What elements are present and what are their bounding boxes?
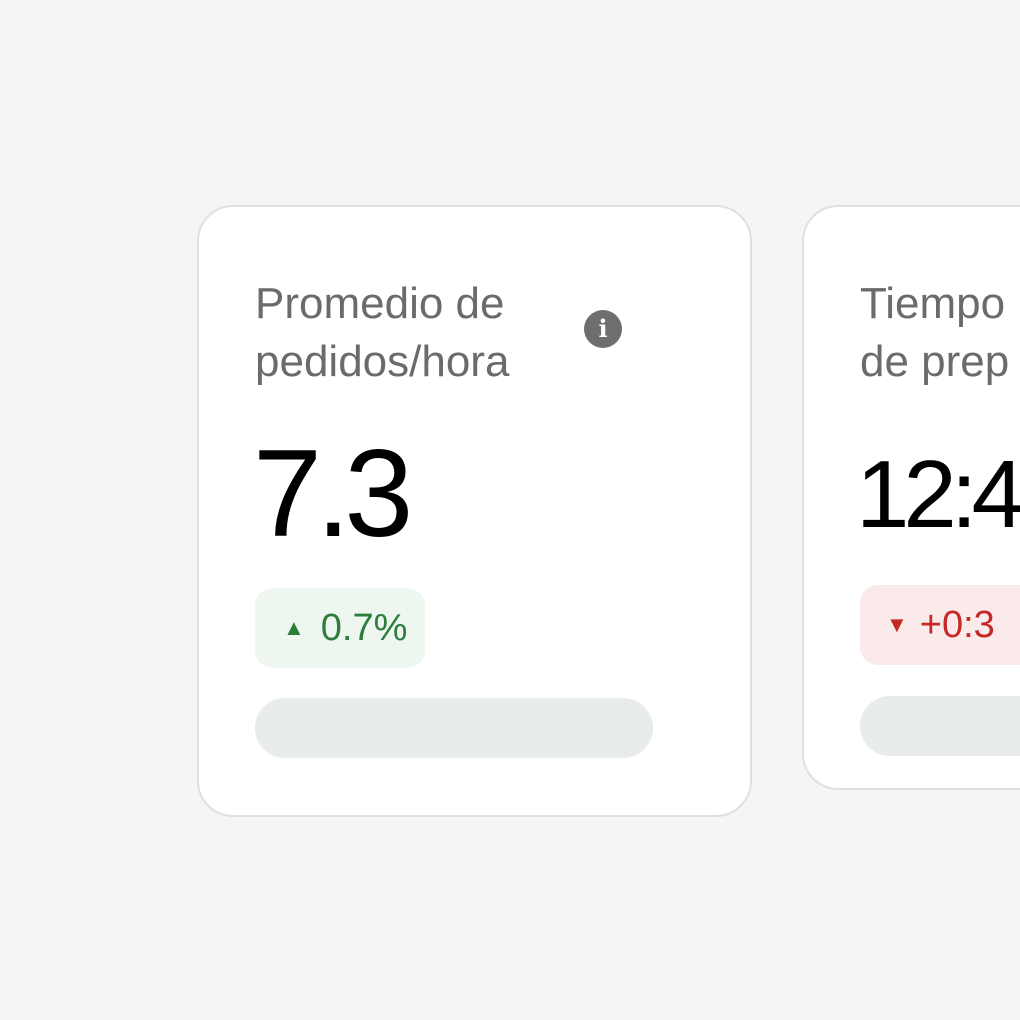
card-title-line: Promedio de (255, 279, 505, 328)
placeholder-bar (255, 698, 653, 758)
arrow-down-icon: ▼ (886, 612, 908, 637)
metric-card-orders-per-hour: Promedio de pedidos/hora i 7.3 ▲ 0.7% (197, 205, 752, 817)
metric-card-prep-time: Tiempo de prep 12:4 ▼ +0:3 (802, 205, 1020, 790)
placeholder-bar (860, 696, 1020, 756)
card-title: Tiempo de prep (860, 275, 1009, 391)
change-badge: ▲ 0.7% (255, 588, 426, 668)
info-icon[interactable]: i (584, 310, 622, 348)
card-title-line: pedidos/hora (255, 337, 510, 386)
metric-value: 7.3 (253, 425, 413, 563)
change-text: +0:3 (919, 603, 995, 646)
metric-value: 12:4 (856, 441, 1020, 548)
card-title-line: de prep (860, 337, 1010, 386)
arrow-up-icon: ▲ (283, 615, 305, 640)
card-title: Promedio de pedidos/hora (255, 275, 509, 391)
card-title-line: Tiempo (860, 279, 1006, 328)
change-badge: ▼ +0:3 (860, 585, 1020, 665)
change-text: 0.7% (320, 606, 408, 649)
